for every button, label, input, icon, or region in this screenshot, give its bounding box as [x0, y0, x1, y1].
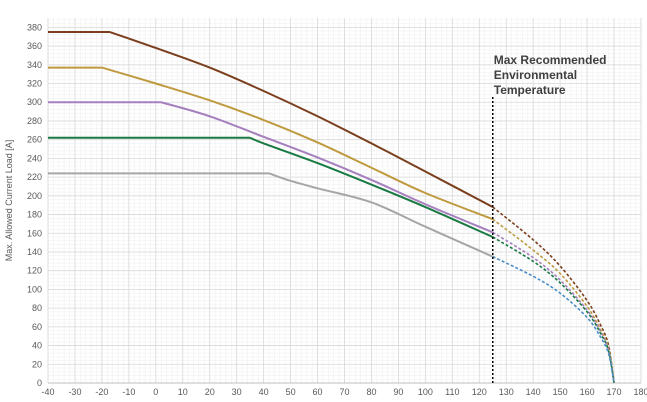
series-3-solid-line — [160, 101, 494, 234]
y-tick-label: 40 — [32, 341, 42, 351]
x-tick-label: 60 — [313, 387, 323, 397]
y-tick-label: 180 — [27, 210, 42, 220]
series-3-dashed-line — [492, 231, 615, 384]
y-axis-label: Max. Allowed Current Load [A] — [4, 140, 14, 262]
y-tick-label: 120 — [27, 266, 42, 276]
x-tick-label: -10 — [122, 387, 135, 397]
x-tick-label: 180 — [633, 387, 647, 397]
y-tick-label: 300 — [27, 97, 42, 107]
x-tick-label: 130 — [499, 387, 514, 397]
y-tick-label: 160 — [27, 228, 42, 238]
x-tick-label: 20 — [205, 387, 215, 397]
major-grid — [47, 18, 642, 384]
x-tick-label: 30 — [232, 387, 242, 397]
y-tick-label: 20 — [32, 359, 42, 369]
x-tick-label: 0 — [153, 387, 158, 397]
x-tick-label: 120 — [472, 387, 487, 397]
y-tick-label: 240 — [27, 153, 42, 163]
y-tick-label: 360 — [27, 41, 42, 51]
y-tick-label: 80 — [32, 303, 42, 313]
x-tick-label: 40 — [259, 387, 269, 397]
x-tick-label: -30 — [68, 387, 81, 397]
y-tick-label: 200 — [27, 191, 42, 201]
y-tick-label: 140 — [27, 247, 42, 257]
series-4-solid-line — [249, 136, 494, 238]
y-tick-label: 320 — [27, 79, 42, 89]
y-tick-label: 220 — [27, 172, 42, 182]
series-layer — [48, 31, 615, 384]
x-tick-label: -40 — [41, 387, 54, 397]
x-tick-label: 150 — [553, 387, 568, 397]
series-2-solid-line — [101, 66, 494, 221]
x-tick-label: 70 — [339, 387, 349, 397]
x-tick-label: 90 — [393, 387, 403, 397]
x-tick-label: 170 — [607, 387, 622, 397]
x-tick-label: -20 — [95, 387, 108, 397]
y-tick-label: 380 — [27, 22, 42, 32]
x-tick-label: 10 — [178, 387, 188, 397]
x-axis-tick-labels: -40 -30 -20 -10 0 10 20 30 40 50 60 70 80 90 100 110 120… — [41, 387, 647, 397]
x-tick-label: 160 — [580, 387, 595, 397]
y-tick-label: 100 — [27, 284, 42, 294]
series-1-dashed-line — [492, 206, 615, 384]
annotation-line-1: Max Recommended — [494, 53, 607, 67]
x-tick-label: 50 — [286, 387, 296, 397]
y-axis-tick-labels: 0 20 40 60 80 100 120 140 160 180 200 220 240 260 280 3… — [27, 22, 42, 388]
y-tick-label: 0 — [37, 378, 42, 388]
series-4-dashed-line — [492, 236, 615, 384]
y-tick-label: 260 — [27, 135, 42, 145]
x-tick-label: 110 — [445, 387, 459, 397]
series-5-dashed-line — [492, 255, 615, 384]
series-1-solid-line — [109, 31, 494, 208]
x-tick-label: 100 — [418, 387, 433, 397]
annotation-line-2: Environmental — [494, 68, 577, 82]
y-tick-label: 280 — [27, 116, 42, 126]
series-5-solid-line — [268, 172, 494, 258]
y-tick-label: 60 — [32, 322, 42, 332]
x-tick-label: 140 — [526, 387, 541, 397]
x-tick-label: 80 — [366, 387, 376, 397]
y-tick-label: 340 — [27, 60, 42, 70]
annotation-line-3: Temperature — [494, 83, 566, 97]
